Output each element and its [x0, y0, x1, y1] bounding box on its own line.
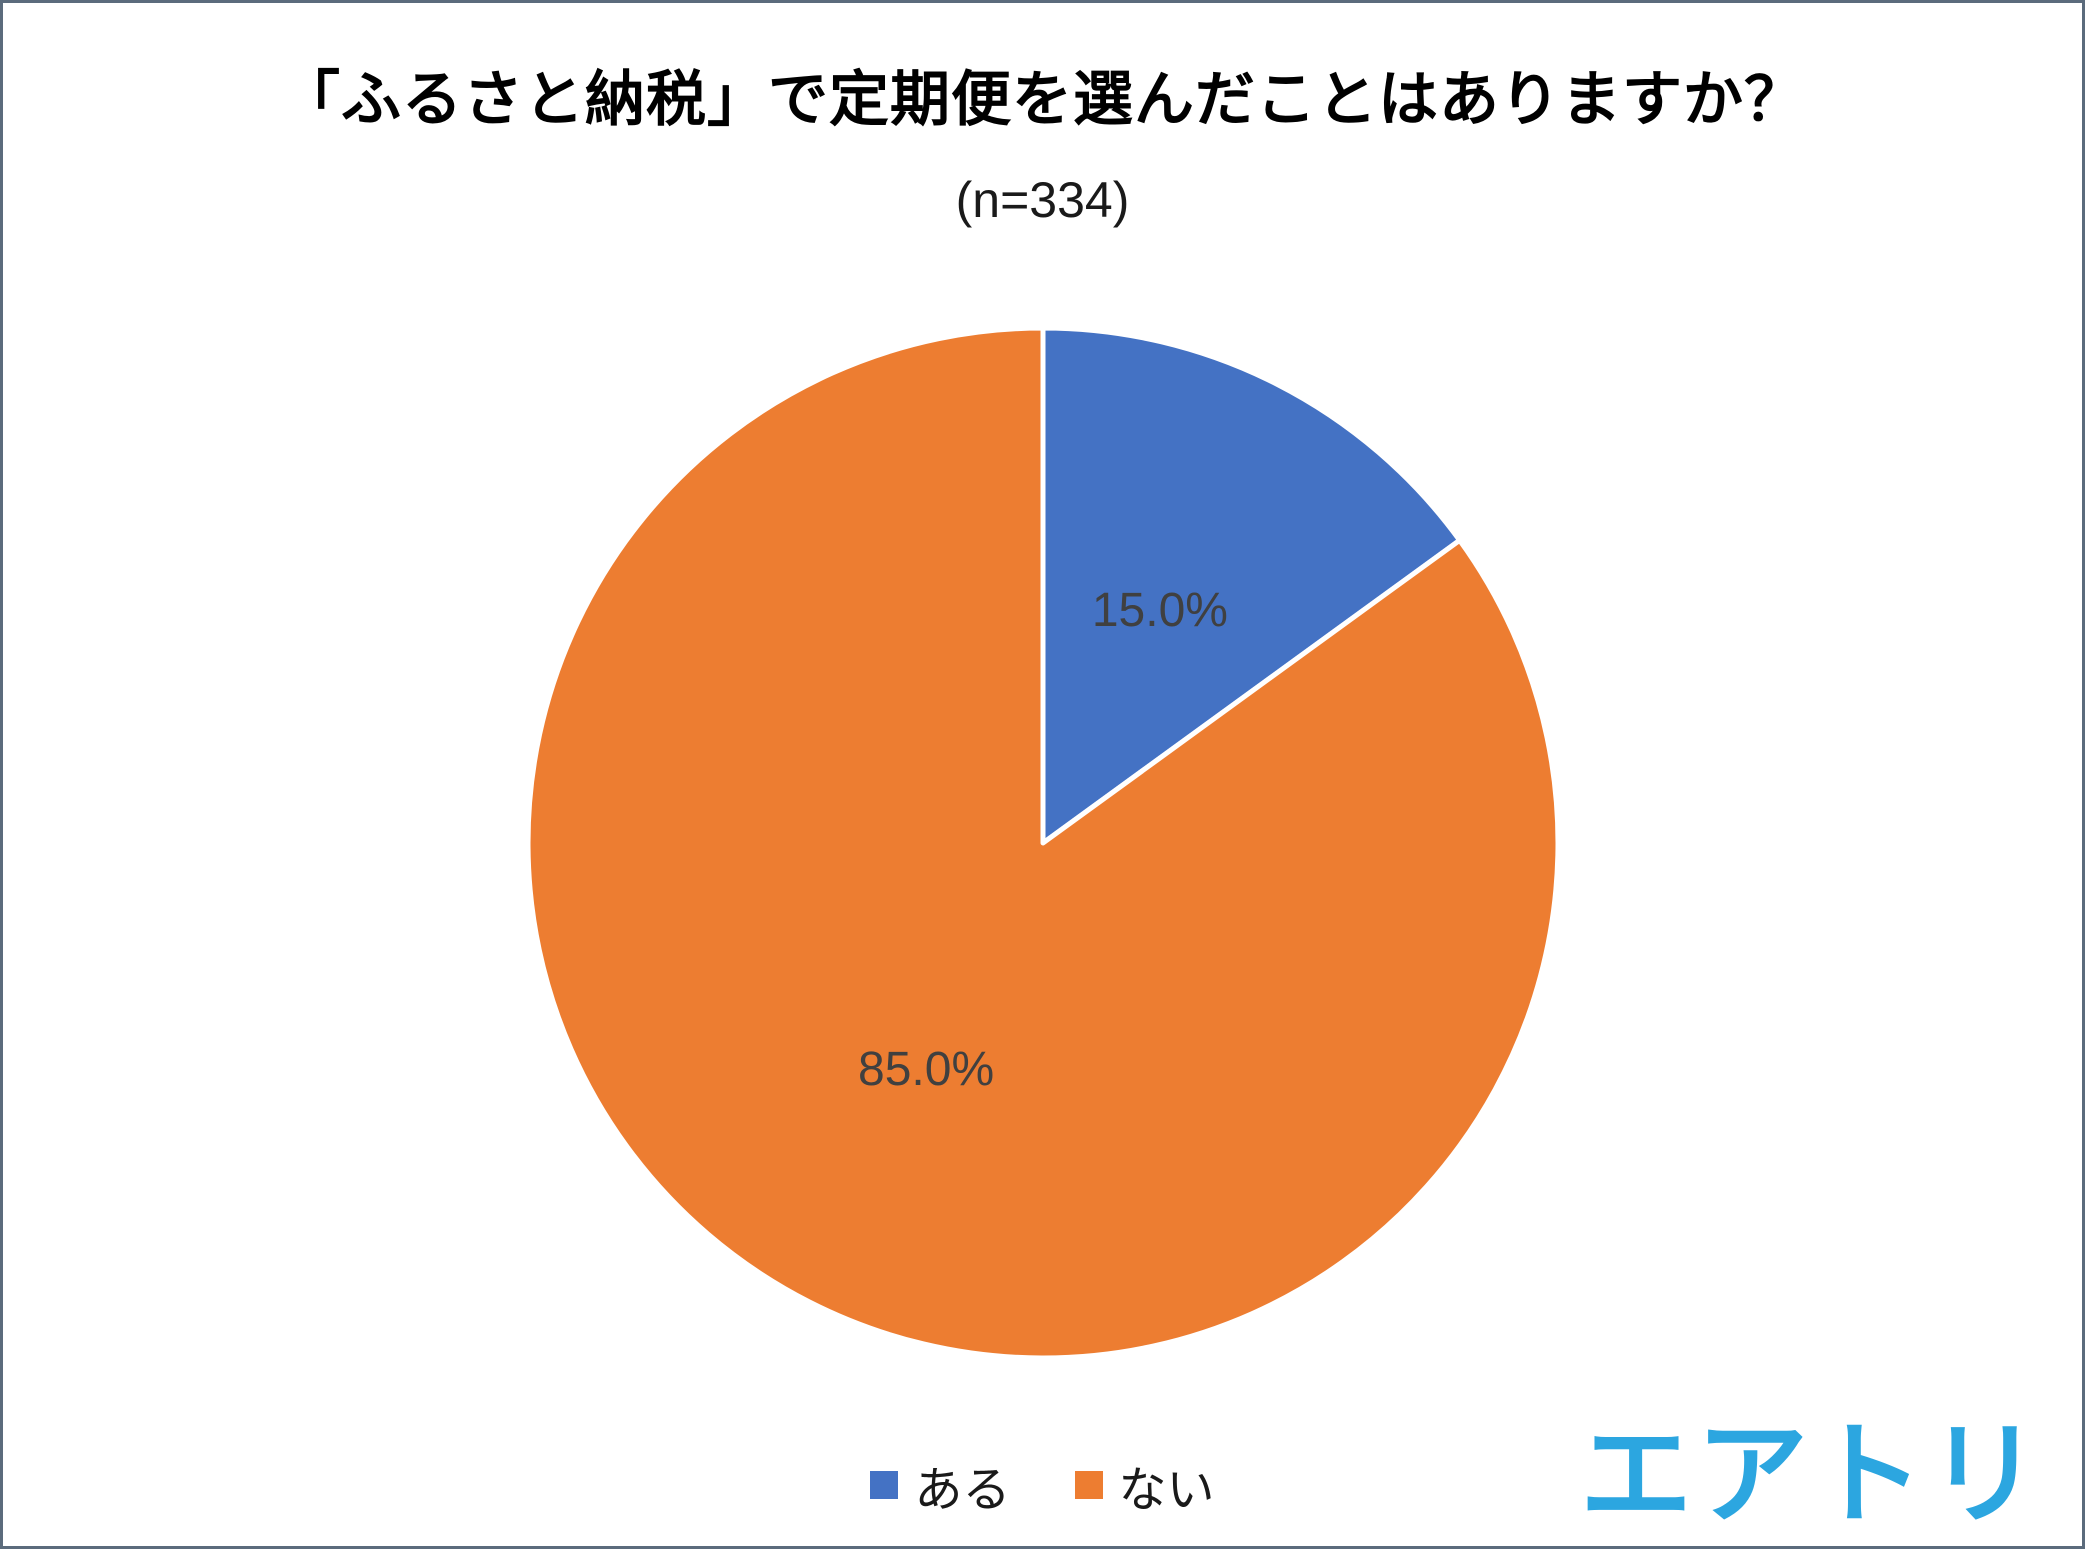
legend-label-nai: ない	[1118, 1464, 1215, 1517]
sample-size-label: (n=334)	[955, 172, 1130, 228]
legend-swatch-nai-icon	[1074, 1471, 1103, 1499]
chart-title: 「ふるさと納税」で定期便を選んだことはありますか？	[280, 66, 1805, 133]
legend: ある ない	[3, 1450, 2082, 1520]
pie-slice-ある	[1040, 325, 1462, 846]
pie-chart: 15.0% 85.0%	[524, 325, 1560, 1361]
pie-data-label: 15.0%	[1091, 584, 1227, 637]
legend-swatch-aru-icon	[870, 1471, 899, 1499]
pie-chart-area: 15.0% 85.0%	[503, 303, 1583, 1383]
pie-data-label: 85.0%	[858, 1043, 994, 1096]
airtrip-logo: エアトリ	[1580, 1411, 2044, 1537]
legend-label-aru: ある	[914, 1464, 1011, 1517]
pie-slice-ない	[524, 325, 1560, 1361]
legend-item-aru: ある	[870, 1450, 1011, 1520]
legend-item-nai: ない	[1074, 1450, 1215, 1520]
